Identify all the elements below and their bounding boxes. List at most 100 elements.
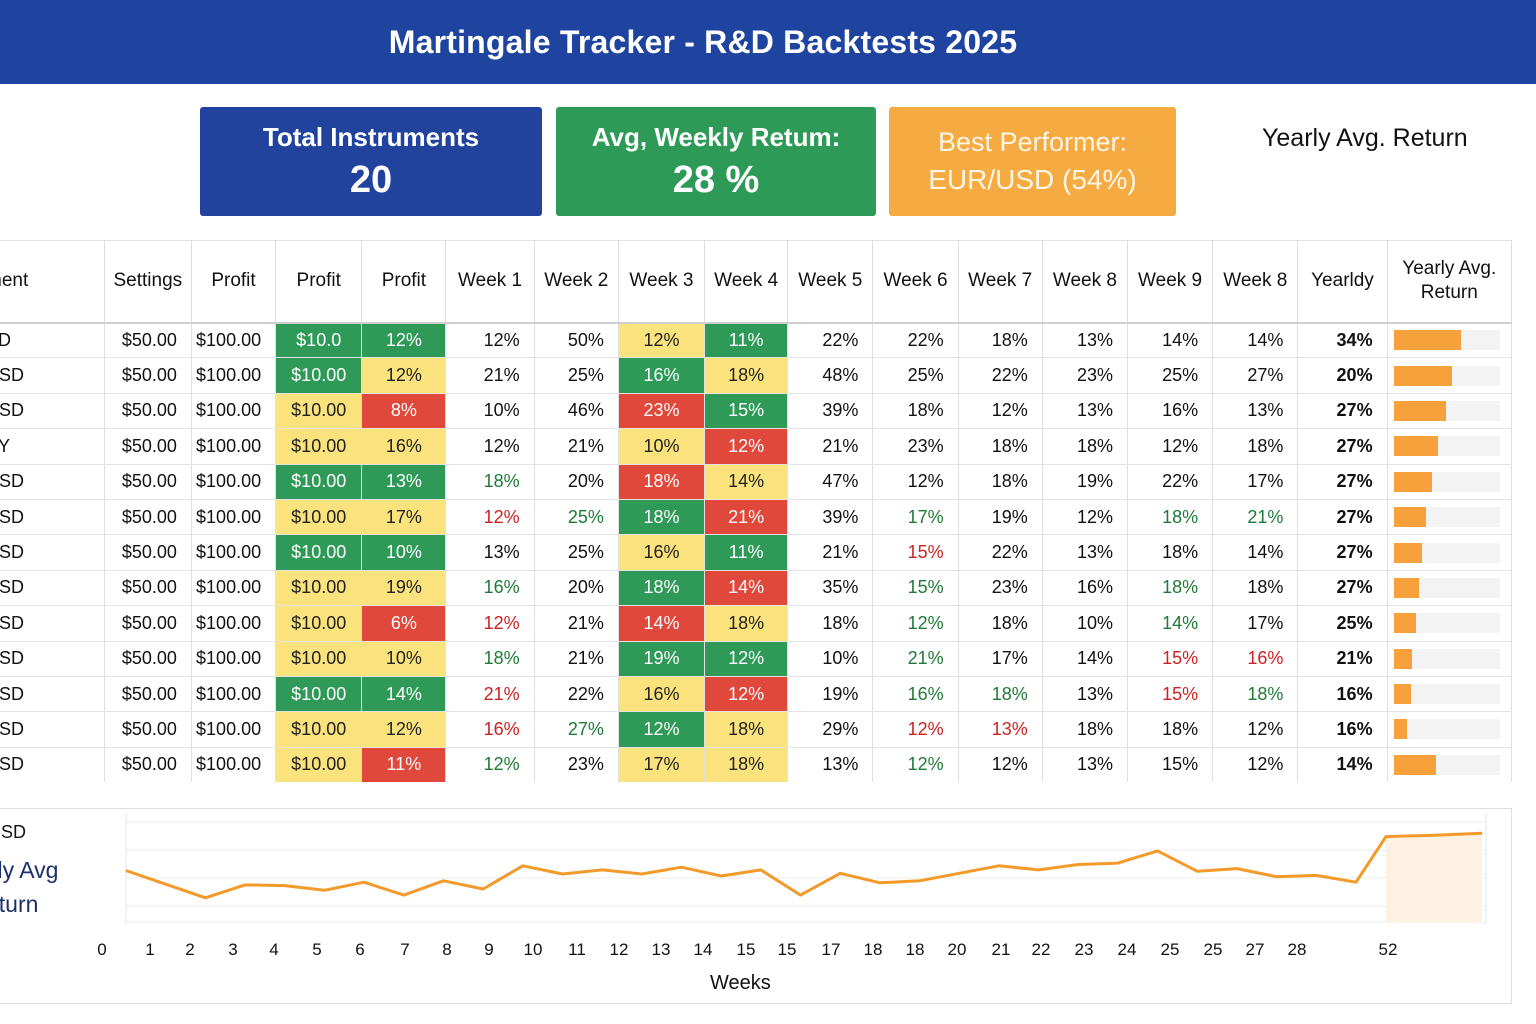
table-cell: USD [0, 570, 105, 607]
column-header[interactable]: Week 2 [534, 240, 619, 324]
table-cell: 25% [534, 534, 619, 571]
table-cell: 12% [618, 711, 706, 748]
column-header[interactable]: Yearldy [1297, 240, 1388, 324]
table-cell: 12% [958, 747, 1043, 782]
table-cell: 12% [1212, 711, 1299, 748]
table-cell: 12% [1127, 428, 1214, 465]
table-row[interactable]: USD$50.00$100.00$10.0012%16%27%12%18%29%… [0, 711, 1512, 748]
table-cell: 18% [1127, 534, 1214, 571]
table-row[interactable]: USD$50.00$100.00$10.0012%21%25%16%18%48%… [0, 357, 1512, 394]
table-cell: 11% [704, 322, 789, 359]
table-cell: 27% [1297, 393, 1388, 430]
column-header[interactable]: Week 8 [1212, 240, 1299, 324]
table-cell: 18% [445, 464, 535, 500]
kpi-value: 20 [349, 158, 393, 201]
table-cell: 15% [1127, 676, 1214, 713]
table-cell: USD [0, 676, 105, 713]
yearly-return-bar [1393, 507, 1427, 528]
table-row[interactable]: USD$50.00$100.00$10.0010%13%25%16%11%21%… [0, 534, 1512, 571]
table-cell: 15% [1127, 641, 1214, 677]
table-cell: 21% [534, 605, 619, 642]
column-header[interactable]: Profit [191, 240, 277, 324]
x-tick-label: 11 [568, 940, 586, 959]
column-header[interactable]: Week 4 [704, 240, 789, 324]
table-cell: 21% [445, 357, 535, 394]
x-tick-label: 18 [905, 940, 925, 959]
yearly-avg-return-title: Yearly Avg. Return [1262, 124, 1468, 152]
x-tick-label: 12 [609, 940, 629, 959]
table-cell: $50.00 [104, 322, 192, 359]
column-header[interactable]: Week 9 [1127, 240, 1214, 324]
column-header[interactable]: Profit [361, 240, 447, 324]
chart-x-axis: 0 1 2 3 4 5 6 7 8 9 10 11 12 13 14 15 15 17 18 18 20 21 22 23 24… [0, 940, 1536, 964]
table-row[interactable]: PY$50.00$100.00$10.0016%12%21%10%12%21%2… [0, 428, 1512, 465]
app-header: Martingale Tracker - R&D Backtests 2025 [0, 0, 1536, 84]
yearly-return-bar-cell [1387, 534, 1512, 571]
yearly-return-bar [1393, 648, 1412, 669]
table-row[interactable]: USD$50.00$100.00$10.0019%16%20%18%14%35%… [0, 570, 1512, 607]
table-row[interactable]: SD$50.00$100.00$10.012%12%50%12%11%22%22… [0, 322, 1512, 359]
table-cell: 22% [958, 534, 1043, 571]
table-cell: 12% [445, 322, 535, 359]
table-cell: $100.00 [191, 570, 277, 607]
table-cell: 12% [361, 357, 447, 394]
kpi-value: EUR/USD (54%) [928, 164, 1137, 195]
table-cell: 21% [704, 499, 789, 536]
table-row[interactable]: USD$50.00$100.00$10.0014%21%22%16%12%19%… [0, 676, 1512, 713]
column-header[interactable]: Week 1 [445, 240, 535, 324]
table-cell: 12% [445, 499, 535, 536]
table-cell: 35% [787, 570, 874, 607]
column-header[interactable]: Profit [275, 240, 363, 324]
table-row[interactable]: USD$50.00$100.00$10.006%12%21%14%18%18%1… [0, 605, 1512, 642]
yearly-return-bar-cell [1387, 499, 1512, 536]
table-cell: 50% [534, 322, 619, 359]
table-cell: 12% [445, 428, 535, 465]
table-cell: $50.00 [104, 357, 192, 394]
column-header[interactable]: Week 3 [618, 240, 706, 324]
column-header[interactable]: Week 5 [787, 240, 874, 324]
column-header[interactable]: Week 8 [1042, 240, 1129, 324]
table-cell: USD [0, 393, 105, 430]
table-cell: 16% [872, 676, 959, 713]
kpi-avg-weekly-return: Avg, Weekly Retum: 28 % [556, 107, 876, 216]
table-row[interactable]: USD$50.00$100.00$10.008%10%46%23%15%39%1… [0, 393, 1512, 430]
yearly-return-bar-cell [1387, 711, 1512, 748]
table-cell: 14% [1127, 322, 1214, 359]
weekly-return-chart-panel [0, 808, 1512, 1004]
table-row[interactable]: USD$50.00$100.00$10.0010%18%21%19%12%10%… [0, 641, 1512, 677]
table-cell: 18% [1212, 676, 1299, 713]
table-cell: 18% [1127, 711, 1214, 748]
table-cell: $50.00 [104, 711, 192, 748]
table-cell: 12% [361, 322, 447, 359]
column-header[interactable]: Week 6 [872, 240, 959, 324]
yearly-return-bar-cell [1387, 393, 1512, 430]
table-cell: 12% [704, 676, 789, 713]
yearly-return-bar-cell [1387, 428, 1512, 465]
column-header[interactable]: Settings [104, 240, 192, 324]
yearly-return-bar-track [1393, 471, 1500, 492]
table-row[interactable]: USD$50.00$100.00$10.0017%12%25%18%21%39%… [0, 499, 1512, 536]
backtest-table-container[interactable]: mentSettingsProfitProfitProfitWeek 1Week… [0, 240, 1512, 782]
table-cell: 19% [618, 641, 706, 677]
table-cell: 39% [787, 393, 874, 430]
table-cell: $100.00 [191, 605, 277, 642]
column-header[interactable]: Week 7 [958, 240, 1043, 324]
chart-title-line1: itly Avg [0, 857, 59, 883]
table-cell: $10.00 [275, 393, 363, 430]
table-row[interactable]: USD$50.00$100.00$10.0013%18%20%18%14%47%… [0, 464, 1512, 500]
table-cell: 14% [1127, 605, 1214, 642]
x-tick-label: 4 [269, 940, 279, 959]
yearly-return-bar [1393, 613, 1416, 634]
table-cell: 18% [958, 605, 1043, 642]
kpi-best-performer: Best Performer: EUR/USD (54%) [889, 107, 1176, 216]
table-cell: 18% [618, 464, 706, 500]
table-cell: 18% [704, 605, 789, 642]
column-header[interactable]: ment [0, 240, 105, 324]
table-cell: 13% [1042, 747, 1129, 782]
table-row[interactable]: USD$50.00$100.00$10.0011%12%23%17%18%13%… [0, 747, 1512, 782]
table-cell: 16% [445, 711, 535, 748]
table-cell: 23% [534, 747, 619, 782]
column-header[interactable]: Yearly Avg. Return [1387, 240, 1512, 324]
table-cell: $50.00 [104, 676, 192, 713]
x-tick-label: 22 [1031, 940, 1051, 959]
